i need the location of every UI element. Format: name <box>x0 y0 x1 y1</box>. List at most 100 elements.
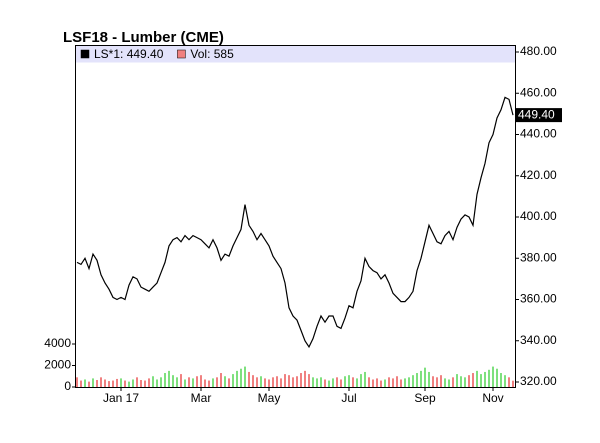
volume-bar <box>248 371 250 387</box>
volume-bar <box>364 371 366 387</box>
volume-bar <box>124 380 126 387</box>
volume-bar <box>276 376 278 387</box>
volume-bar <box>192 378 194 387</box>
volume-bar <box>224 376 226 387</box>
y2-tick-label: 4000 <box>44 336 71 350</box>
volume-bar <box>328 380 330 387</box>
y-tick-label: 340.00 <box>520 333 557 347</box>
volume-bar <box>504 375 506 387</box>
volume-bar <box>340 379 342 387</box>
volume-bar <box>464 377 466 387</box>
legend-swatch <box>80 49 90 59</box>
volume-bar <box>384 379 386 387</box>
y-tick-label: 420.00 <box>520 168 557 182</box>
volume-bar <box>180 374 182 387</box>
volume-bar <box>420 370 422 387</box>
volume-bar <box>220 373 222 387</box>
volume-bar <box>172 375 174 387</box>
volume-bar <box>176 377 178 387</box>
volume-bar <box>440 375 442 387</box>
legend-label: Vol: 585 <box>190 47 234 61</box>
volume-bar <box>412 375 414 387</box>
volume-bar <box>372 379 374 387</box>
volume-bar <box>496 368 498 387</box>
volume-bar <box>360 374 362 387</box>
volume-bar <box>260 376 262 387</box>
volume-bar <box>188 377 190 387</box>
x-tick-label: Jan 17 <box>103 391 139 405</box>
y-tick-label: 360.00 <box>520 292 557 306</box>
plot-frame <box>75 45 516 388</box>
volume-bar <box>120 378 122 387</box>
volume-bar <box>208 380 210 387</box>
volume-bar <box>284 374 286 387</box>
volume-bar <box>136 377 138 387</box>
volume-bar <box>212 378 214 387</box>
x-tick-label: Nov <box>482 391 503 405</box>
volume-bar <box>116 378 118 387</box>
volume-bar <box>436 377 438 387</box>
volume-bar <box>272 377 274 387</box>
volume-bar <box>404 378 406 387</box>
volume-bar <box>508 377 510 387</box>
volume-bar <box>392 378 394 387</box>
volume-bar <box>356 378 358 387</box>
volume-bar <box>100 377 102 387</box>
volume-bar <box>204 379 206 387</box>
volume-bar <box>148 378 150 387</box>
volume-bar <box>352 377 354 387</box>
volume-bar <box>184 379 186 387</box>
volume-bar <box>484 371 486 387</box>
volume-bar <box>476 370 478 387</box>
volume-bar <box>312 377 314 387</box>
volume-bar <box>256 377 258 387</box>
volume-bar <box>368 377 370 387</box>
volume-bar <box>132 379 134 387</box>
volume-bar <box>336 377 338 387</box>
volume-bar <box>76 377 78 387</box>
volume-bar <box>304 370 306 387</box>
volume-bar <box>280 378 282 387</box>
chart-title: LSF18 - Lumber (CME) <box>63 29 224 46</box>
volume-bar <box>308 374 310 387</box>
x-tick-label: Mar <box>191 391 212 405</box>
volume-bar <box>88 381 90 387</box>
volume-bar <box>456 374 458 387</box>
price-line <box>76 96 514 349</box>
volume-bar <box>140 380 142 387</box>
last-value-label: 449.40 <box>518 107 555 121</box>
volume-bar <box>196 376 198 387</box>
y-tick-label: 480.00 <box>520 44 557 58</box>
y-tick-label: 320.00 <box>520 374 557 388</box>
volume-bar <box>324 379 326 387</box>
volume-bar <box>236 370 238 387</box>
volume-bar <box>128 381 130 387</box>
volume-bar <box>264 378 266 387</box>
volume-bar <box>492 366 494 387</box>
volume-bar <box>344 376 346 387</box>
volume-bar <box>320 377 322 387</box>
volume-bar <box>416 373 418 387</box>
volume-bar <box>84 379 86 387</box>
volume-bar <box>168 370 170 387</box>
volume-bar <box>488 369 490 387</box>
volume-bar <box>112 380 114 387</box>
x-tick-label: Sep <box>414 391 436 405</box>
y-tick-label: 440.00 <box>520 127 557 141</box>
x-tick-label: May <box>258 391 281 405</box>
volume-bar <box>244 366 246 387</box>
y-tick-label: 460.00 <box>520 85 557 99</box>
volume-bar <box>160 377 162 387</box>
volume-bar <box>252 375 254 387</box>
volume-bar <box>332 378 334 387</box>
volume-bar <box>164 373 166 387</box>
volume-bar <box>316 378 318 387</box>
volume-bar <box>216 377 218 387</box>
volume-bar <box>480 374 482 387</box>
last-value-box <box>516 108 562 123</box>
volume-bar <box>432 376 434 387</box>
volume-bar <box>232 374 234 387</box>
volume-bar <box>348 375 350 387</box>
volume-bar <box>400 379 402 387</box>
